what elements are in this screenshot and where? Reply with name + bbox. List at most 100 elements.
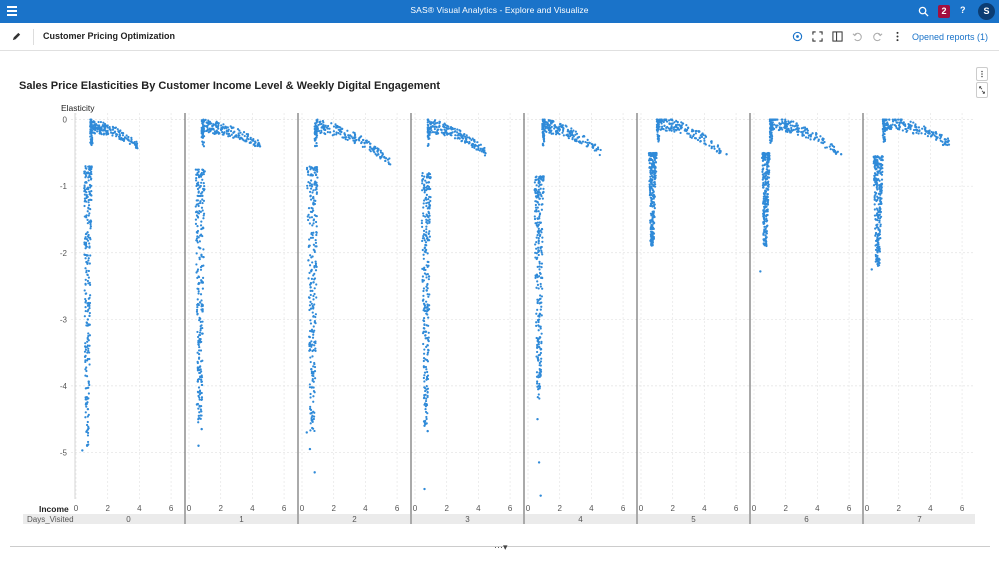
scatter-point	[314, 169, 317, 172]
scatter-point	[88, 357, 91, 361]
scatter-point	[649, 230, 653, 233]
scatter-point	[762, 215, 765, 218]
help-icon[interactable]: ?	[960, 5, 966, 15]
menu-icon[interactable]	[7, 6, 17, 16]
scatter-point	[571, 136, 574, 140]
scatter-point	[943, 142, 946, 145]
scatter-point	[197, 170, 200, 173]
scatter-point	[762, 195, 765, 198]
scatter-point	[581, 135, 585, 138]
scatter-point	[132, 141, 135, 145]
scatter-point	[879, 211, 882, 214]
user-avatar[interactable]: S	[978, 3, 995, 20]
scatter-point	[424, 241, 428, 244]
maximize-icon[interactable]	[976, 82, 988, 98]
scatter-point	[648, 159, 651, 162]
scatter-point	[253, 142, 256, 146]
scatter-point	[422, 298, 425, 301]
scatter-point	[652, 231, 655, 234]
scatter-point	[423, 374, 426, 377]
scatter-point	[313, 250, 316, 254]
object-menu-icon[interactable]	[976, 67, 988, 81]
scatter-point	[668, 122, 671, 125]
scatter-point	[87, 269, 90, 273]
scatter-point	[314, 199, 317, 202]
scatter-point	[898, 121, 902, 124]
undo-icon[interactable]	[852, 31, 863, 42]
scatter-point	[123, 136, 127, 139]
scatter-point	[796, 127, 800, 131]
scatter-point	[201, 178, 204, 181]
scatter-point	[430, 125, 433, 129]
scatter-point	[314, 322, 317, 325]
scatter-point	[309, 356, 312, 359]
data-icon[interactable]	[792, 31, 803, 42]
scatter-point	[200, 376, 204, 379]
scatter-point	[766, 203, 770, 206]
scatter-point	[588, 141, 591, 144]
scatter-point	[238, 137, 241, 141]
scatter-point	[874, 248, 878, 251]
scatter-point	[811, 132, 814, 135]
scatter-point	[111, 125, 114, 128]
x-axis-label: Income	[39, 504, 69, 514]
scatter-point	[312, 365, 315, 368]
scatter-point	[313, 214, 316, 217]
scatter-point	[249, 136, 252, 139]
scatter-point	[891, 120, 895, 123]
report-toolbar: Customer Pricing Optimization Opened rep…	[0, 23, 999, 51]
scatter-point	[195, 176, 198, 180]
scatter-point	[337, 125, 341, 129]
scatter-point	[321, 126, 324, 129]
scatter-point	[200, 391, 203, 395]
scatter-point	[651, 171, 654, 174]
scatter-point	[653, 221, 656, 225]
scatter-point	[336, 126, 339, 129]
scatter-point	[308, 335, 311, 338]
scatter-point	[878, 237, 881, 240]
scatter-point	[314, 313, 317, 316]
scatter-point	[537, 179, 540, 182]
scatter-point	[315, 233, 318, 237]
resize-handle-icon[interactable]: ···▾	[494, 542, 508, 552]
scatter-point	[84, 387, 87, 390]
scatter-point	[538, 268, 541, 271]
scatter-point	[427, 232, 430, 236]
scatter-point	[91, 120, 94, 124]
layout-icon[interactable]	[832, 31, 843, 42]
scatter-point	[765, 229, 768, 233]
scatter-point	[130, 138, 133, 141]
scatter-point	[541, 125, 544, 128]
scatter-point	[195, 403, 199, 406]
scatter-point	[796, 133, 800, 136]
fullscreen-icon[interactable]	[812, 31, 823, 42]
scatter-point	[346, 138, 349, 142]
scatter-point	[309, 408, 313, 411]
opened-reports-link[interactable]: Opened reports (1)	[912, 32, 989, 42]
scatter-point	[427, 316, 430, 319]
scatter-point	[704, 134, 707, 137]
scatter-point	[656, 135, 659, 138]
scatter-point	[199, 320, 202, 323]
scatter-point	[200, 173, 203, 176]
scatter-point	[471, 145, 474, 149]
search-icon[interactable]	[918, 6, 929, 17]
scatter-point	[898, 128, 901, 131]
scatter-point	[762, 157, 765, 161]
redo-icon[interactable]	[872, 31, 883, 42]
scatter-point	[83, 253, 86, 256]
scatter-point	[537, 237, 540, 240]
x-tick-label: 4	[250, 504, 255, 513]
scatter-point	[466, 140, 469, 144]
scatter-point	[795, 122, 798, 125]
scatter-point	[650, 162, 653, 165]
edit-icon[interactable]	[11, 31, 22, 42]
scatter-point	[649, 192, 652, 196]
more-icon[interactable]	[892, 31, 903, 42]
scatter-point	[428, 293, 431, 296]
scatter-point	[430, 129, 433, 132]
scatter-point	[364, 139, 368, 142]
notification-badge[interactable]: 2	[938, 5, 950, 18]
scatter-point	[309, 360, 312, 364]
scatter-point	[211, 124, 214, 127]
